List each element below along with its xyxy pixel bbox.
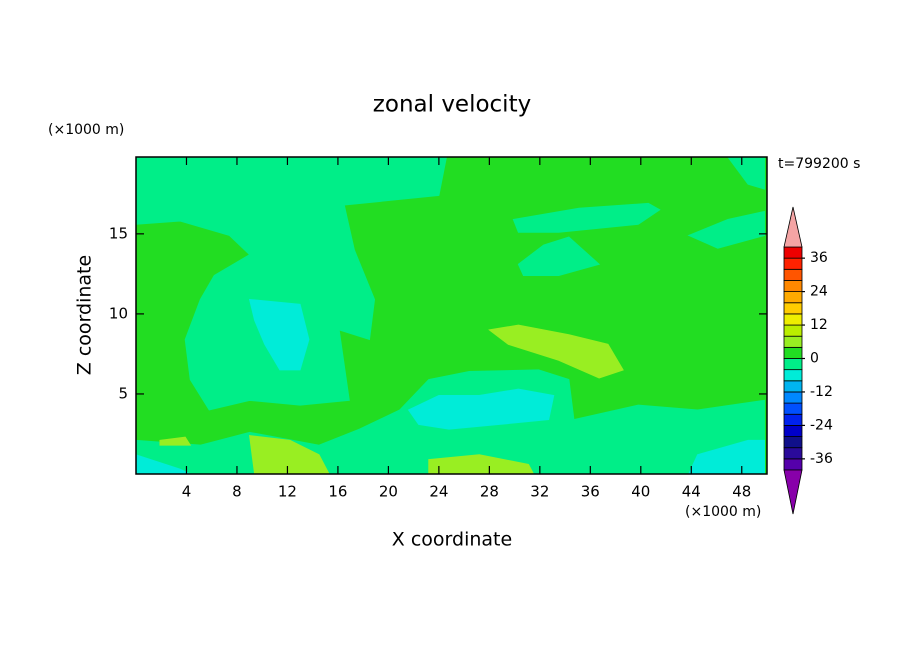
colorbar-box — [783, 380, 803, 393]
colorbar-box — [783, 458, 803, 471]
colorbar-box — [783, 436, 803, 449]
colorbar-box — [783, 402, 803, 415]
contour-region — [727, 157, 765, 190]
x-tick-label: 4 — [182, 483, 192, 501]
colorbar-box — [783, 424, 803, 437]
y-axis-label: Z coordinate — [74, 255, 96, 375]
contour-region — [517, 236, 601, 276]
colorbar-box — [783, 280, 803, 293]
colorbar-box — [783, 346, 803, 359]
y-unit: (×1000 m) — [48, 122, 124, 138]
x-tick-label: 12 — [278, 483, 297, 501]
x-tick-label: 40 — [631, 483, 650, 501]
contour-region — [512, 202, 661, 233]
x-tick-label: 20 — [379, 483, 398, 501]
colorbar-under — [783, 469, 803, 515]
colorbar-box — [783, 268, 803, 281]
x-tick-label: 24 — [429, 483, 448, 501]
colorbar-box — [783, 413, 803, 426]
colorbar-box — [783, 291, 803, 304]
chart-title: zonal velocity — [373, 92, 531, 118]
contour-region — [249, 435, 330, 474]
colorbar-box — [783, 324, 803, 337]
contour-region — [159, 436, 192, 446]
colorbar-tick-label: 12 — [810, 317, 828, 333]
x-tick-label: 48 — [732, 483, 751, 501]
colorbar-box — [783, 369, 803, 382]
x-tick-label: 28 — [480, 483, 499, 501]
y-tick-label: 5 — [118, 384, 128, 402]
colorbar-box — [783, 447, 803, 460]
y-tick-label: 15 — [109, 224, 128, 242]
x-axis-label: X coordinate — [392, 529, 512, 551]
x-unit: (×1000 m) — [685, 504, 761, 520]
x-tick-label: 32 — [530, 483, 549, 501]
colorbar-box — [783, 257, 803, 270]
x-tick-label: 16 — [328, 483, 347, 501]
contour-region — [407, 388, 555, 430]
x-tick-label: 8 — [232, 483, 242, 501]
colorbar-box — [783, 313, 803, 326]
plot-area — [136, 157, 767, 474]
contour-region — [687, 210, 765, 249]
colorbar-box — [783, 391, 803, 404]
time-label: t=799200 s — [778, 156, 860, 172]
y-tick-label: 10 — [109, 304, 128, 322]
colorbar-box — [783, 246, 803, 259]
colorbar-box — [783, 335, 803, 348]
plot-frame — [135, 156, 768, 475]
contour-region — [136, 454, 191, 474]
colorbar-box — [783, 358, 803, 371]
contour-region — [688, 439, 765, 474]
contour-region — [428, 454, 535, 474]
x-tick-label: 36 — [581, 483, 600, 501]
colorbar-over — [783, 206, 803, 248]
colorbar-tick-label: 0 — [810, 351, 819, 367]
contour-region — [488, 324, 624, 379]
colorbar-tick-label: -12 — [810, 384, 833, 400]
colorbar-tick-label: 36 — [810, 250, 828, 266]
contour-region — [136, 157, 447, 411]
x-tick-label: 44 — [682, 483, 701, 501]
colorbar-tick-label: -24 — [810, 417, 833, 433]
contour-region — [248, 298, 310, 371]
colorbar-tick-label: -36 — [810, 451, 833, 467]
colorbar-box — [783, 302, 803, 315]
colorbar-tick-label: 24 — [810, 284, 828, 300]
